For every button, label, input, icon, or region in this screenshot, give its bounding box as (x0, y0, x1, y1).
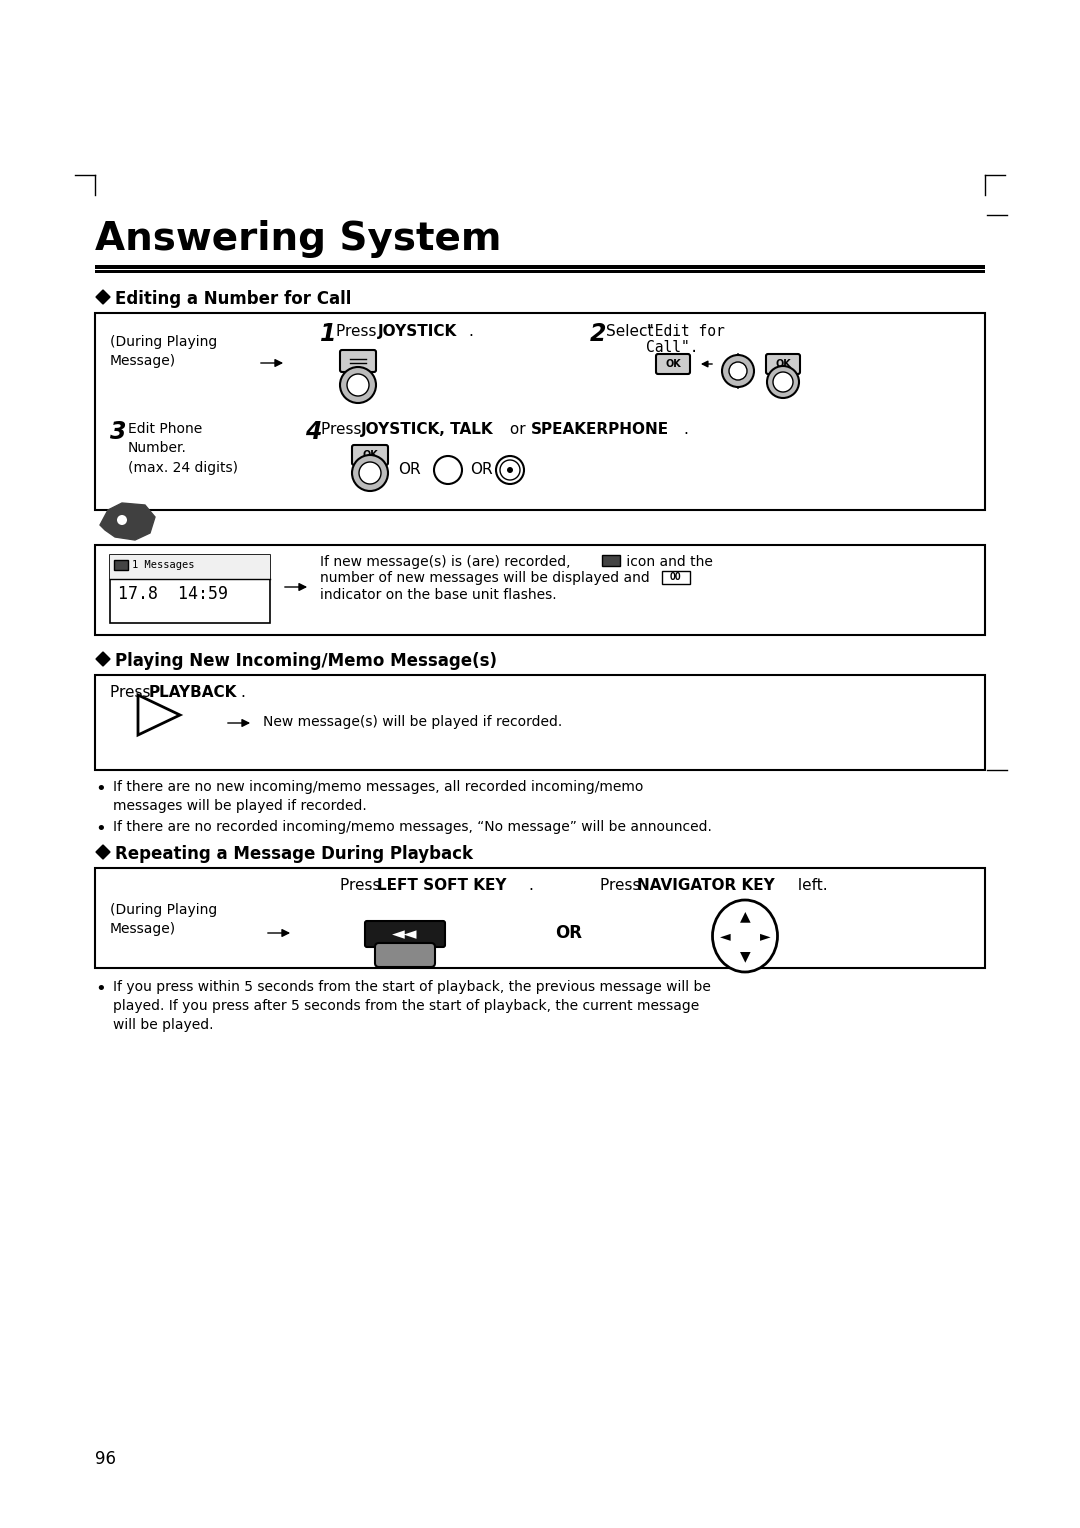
Circle shape (723, 354, 754, 387)
FancyBboxPatch shape (340, 350, 376, 371)
Bar (602, 555, 620, 565)
Text: ►: ► (759, 929, 770, 943)
Text: icon and the: icon and the (622, 555, 713, 568)
Text: OK: OK (665, 359, 680, 368)
Polygon shape (100, 503, 156, 539)
Text: If there are no recorded incoming/memo messages, “No message” will be announced.: If there are no recorded incoming/memo m… (113, 821, 712, 834)
Text: 1: 1 (320, 322, 337, 345)
Text: OR: OR (470, 463, 492, 477)
Bar (662, 571, 690, 584)
Text: or: or (505, 422, 530, 437)
Text: ▲: ▲ (740, 909, 751, 923)
Bar (95, 868, 985, 969)
Text: (During Playing
Message): (During Playing Message) (110, 903, 217, 937)
Text: .: . (528, 879, 532, 892)
Text: NAVIGATOR KEY: NAVIGATOR KEY (637, 879, 774, 892)
Bar (95, 545, 985, 636)
Bar (95, 313, 985, 510)
Polygon shape (96, 652, 110, 666)
Text: Call".: Call". (646, 341, 699, 354)
Text: ◄◄: ◄◄ (392, 924, 418, 943)
Text: 3: 3 (110, 420, 126, 445)
Text: .: . (240, 685, 245, 700)
Text: OK: OK (362, 451, 378, 460)
Text: Editing a Number for Call: Editing a Number for Call (114, 290, 351, 309)
FancyBboxPatch shape (656, 354, 690, 374)
Circle shape (729, 362, 747, 380)
Text: OR: OR (555, 924, 582, 941)
Text: Playing New Incoming/Memo Message(s): Playing New Incoming/Memo Message(s) (114, 652, 497, 669)
Text: .: . (468, 324, 473, 339)
Bar (95, 675, 985, 770)
Text: •: • (95, 821, 106, 837)
Text: Press: Press (336, 324, 381, 339)
Text: number of new messages will be displayed and: number of new messages will be displayed… (320, 571, 650, 585)
Bar (110, 555, 270, 579)
Circle shape (507, 468, 513, 474)
Circle shape (352, 455, 388, 490)
Text: left.: left. (793, 879, 827, 892)
Ellipse shape (713, 900, 778, 972)
Polygon shape (138, 695, 180, 735)
Text: 17.8  14:59: 17.8 14:59 (118, 585, 228, 604)
Text: 96: 96 (95, 1450, 116, 1468)
Text: (During Playing
Message): (During Playing Message) (110, 335, 217, 368)
Text: JOYSTICK, TALK: JOYSTICK, TALK (361, 422, 494, 437)
Text: 2: 2 (590, 322, 607, 345)
Text: If there are no new incoming/memo messages, all recorded incoming/memo
messages : If there are no new incoming/memo messag… (113, 779, 644, 813)
Text: If you press within 5 seconds from the start of playback, the previous message w: If you press within 5 seconds from the s… (113, 979, 711, 1031)
Text: indicator on the base unit flashes.: indicator on the base unit flashes. (320, 588, 556, 602)
FancyBboxPatch shape (375, 943, 435, 967)
Polygon shape (436, 458, 460, 480)
Text: Select: Select (606, 324, 659, 339)
Text: SPEAKERPHONE: SPEAKERPHONE (531, 422, 670, 437)
Text: 4: 4 (305, 420, 322, 445)
Bar (110, 555, 270, 623)
Text: .: . (683, 422, 688, 437)
Text: PLAYBACK: PLAYBACK (149, 685, 238, 700)
Polygon shape (96, 290, 110, 304)
Text: Repeating a Message During Playback: Repeating a Message During Playback (114, 845, 473, 863)
Text: New message(s) will be played if recorded.: New message(s) will be played if recorde… (264, 715, 563, 729)
Text: OR: OR (399, 463, 420, 477)
Text: Press: Press (340, 879, 386, 892)
Text: ▼: ▼ (740, 949, 751, 963)
Text: If new message(s) is (are) recorded,: If new message(s) is (are) recorded, (320, 555, 570, 568)
Text: Press: Press (321, 422, 366, 437)
FancyBboxPatch shape (766, 354, 800, 374)
Circle shape (767, 367, 799, 397)
Text: Answering System: Answering System (95, 220, 501, 258)
Text: •: • (95, 979, 106, 998)
Circle shape (117, 515, 127, 526)
Polygon shape (96, 845, 110, 859)
Circle shape (347, 374, 369, 396)
Text: LEFT SOFT KEY: LEFT SOFT KEY (377, 879, 507, 892)
Bar (95, 270, 985, 272)
Text: OO: OO (670, 571, 681, 582)
Text: •: • (95, 779, 106, 798)
Circle shape (340, 367, 376, 403)
Text: JOYSTICK: JOYSTICK (378, 324, 457, 339)
Circle shape (496, 455, 524, 484)
Bar (95, 264, 985, 269)
Circle shape (773, 371, 793, 393)
Text: ◄: ◄ (719, 929, 730, 943)
FancyArrowPatch shape (444, 461, 456, 475)
Text: OK: OK (775, 359, 791, 368)
Circle shape (500, 460, 519, 480)
Circle shape (359, 461, 381, 484)
Text: Press: Press (600, 879, 646, 892)
Text: 1 Messages: 1 Messages (132, 559, 194, 570)
Bar (114, 559, 129, 570)
Text: "Edit for: "Edit for (646, 324, 725, 339)
Circle shape (434, 455, 462, 484)
Text: Press: Press (110, 685, 156, 700)
Text: Edit Phone
Number.
(max. 24 digits): Edit Phone Number. (max. 24 digits) (129, 422, 238, 475)
FancyBboxPatch shape (365, 921, 445, 947)
FancyBboxPatch shape (352, 445, 388, 465)
